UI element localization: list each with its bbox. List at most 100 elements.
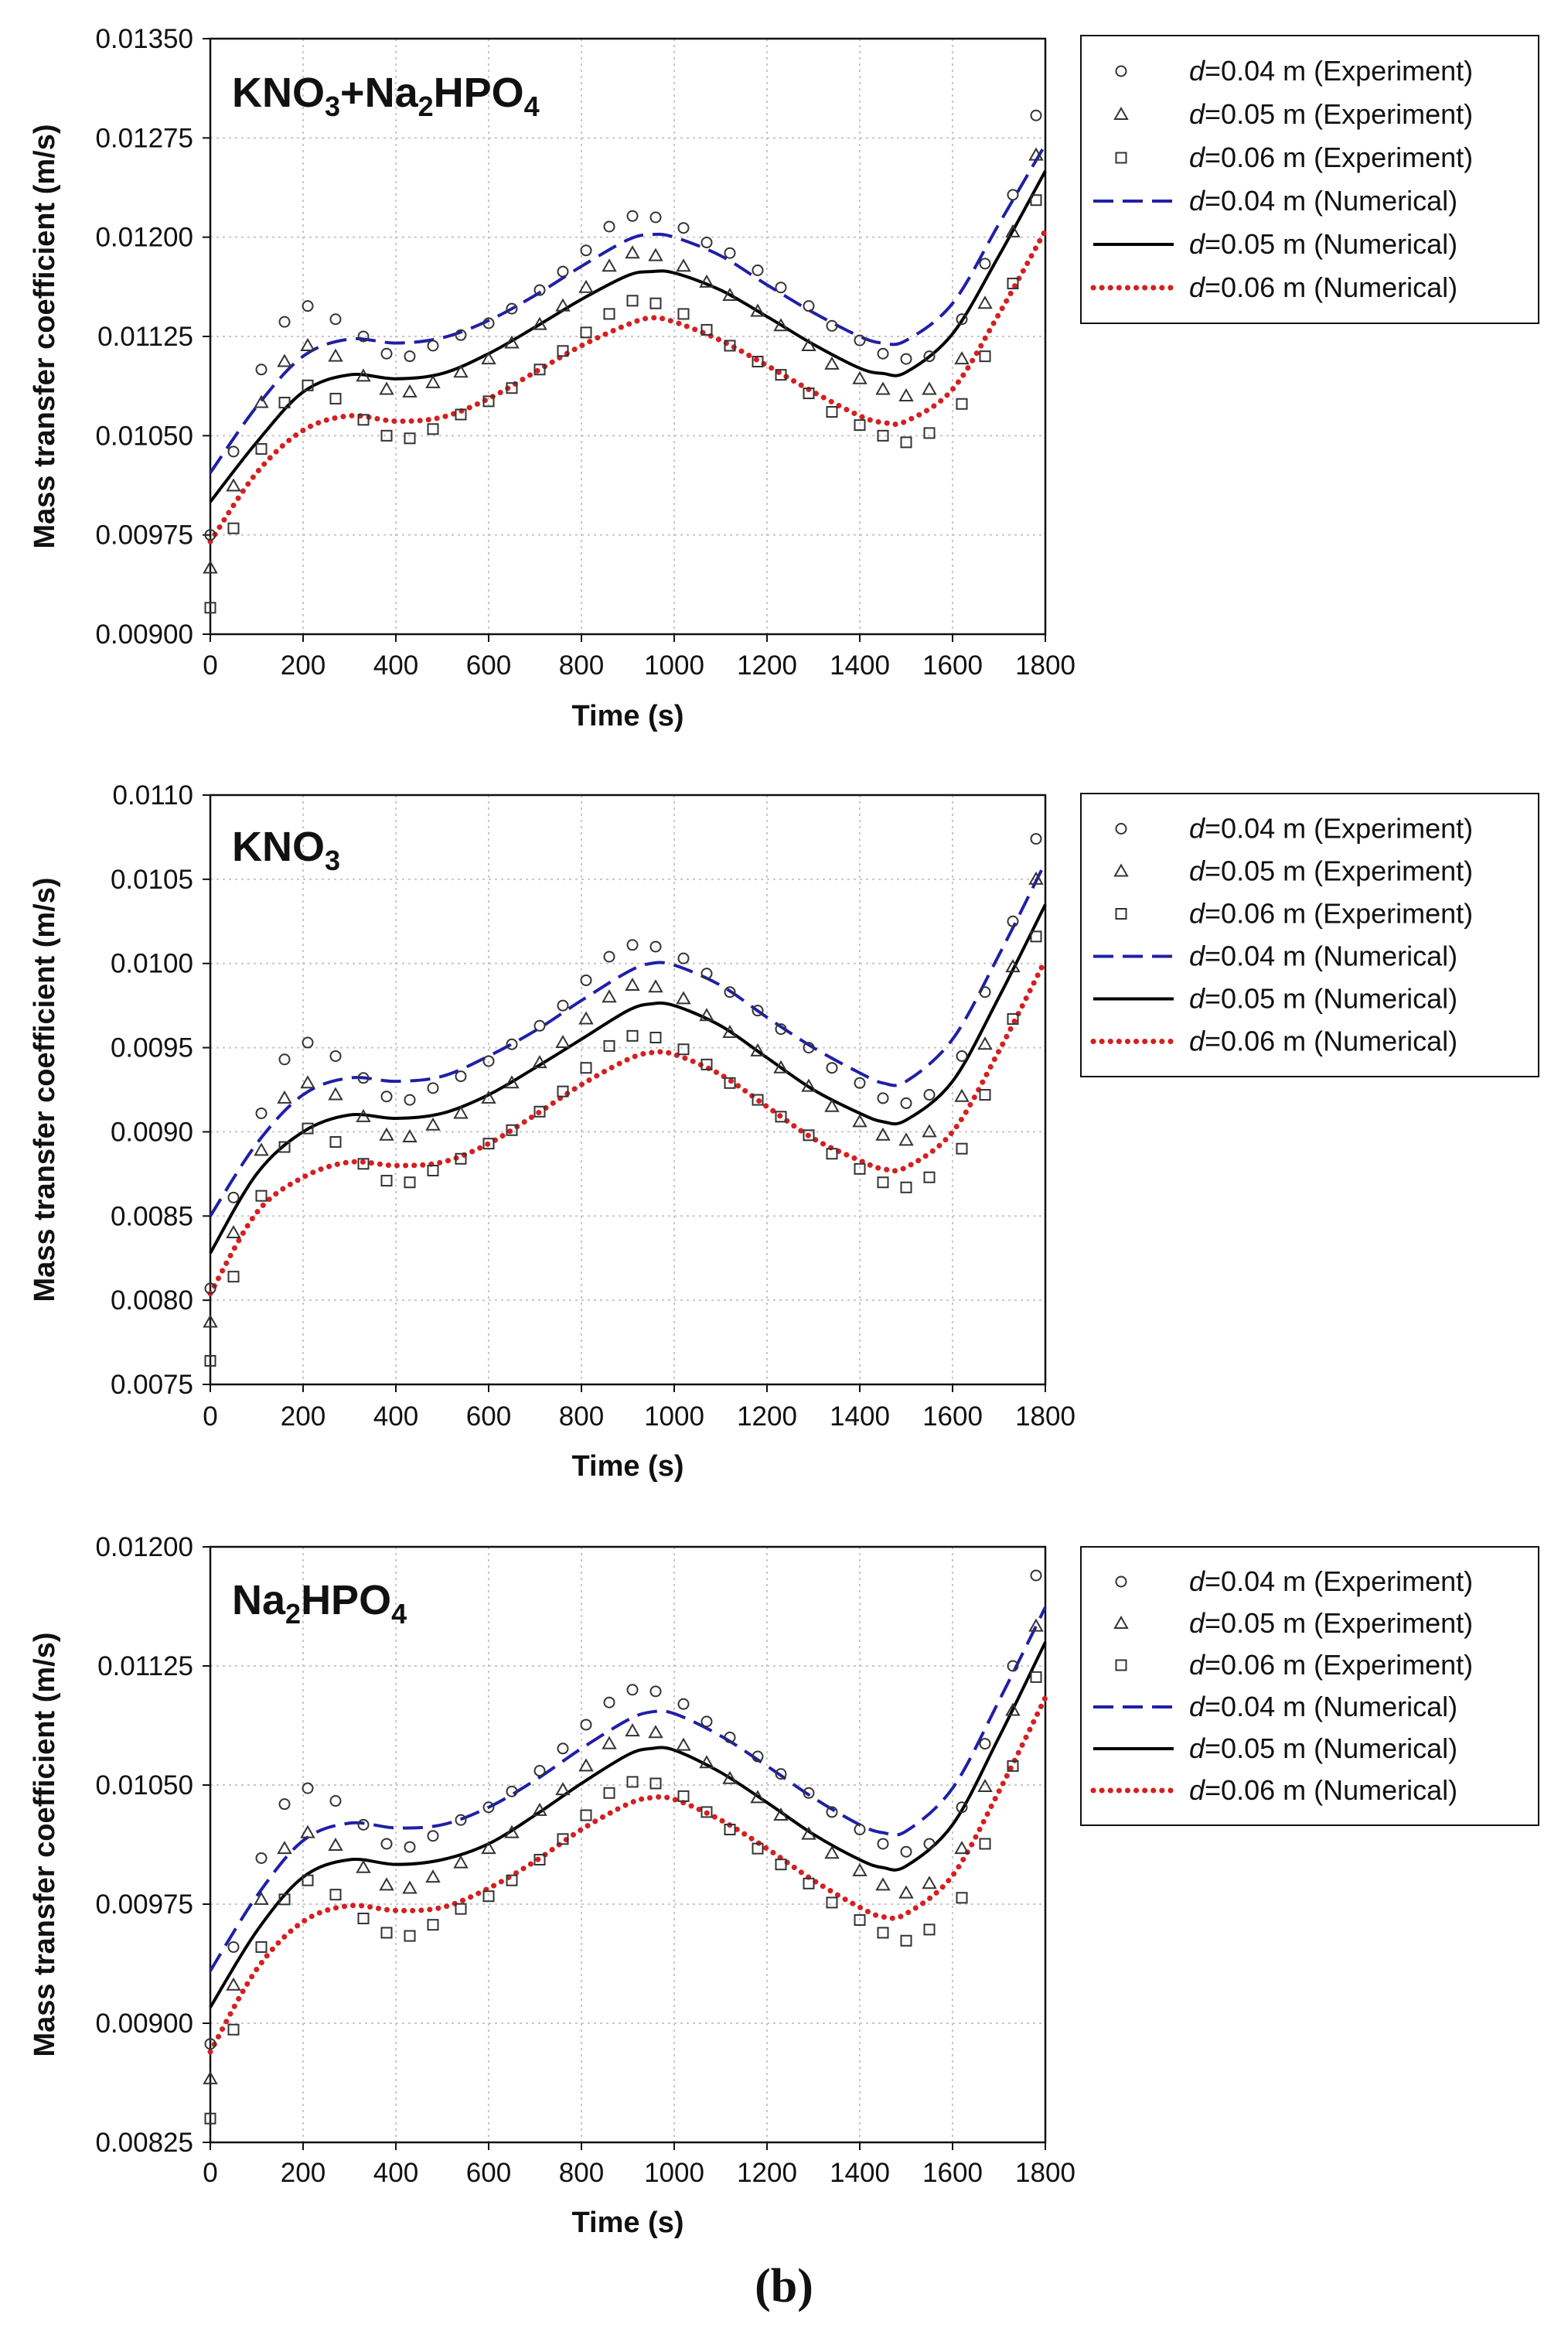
data-point-square	[923, 1171, 936, 1183]
numerical-series	[207, 862, 1048, 1296]
data-point-circle	[803, 1042, 815, 1054]
data-point-triangle	[402, 1880, 418, 1894]
data-point-circle	[404, 350, 416, 363]
x-tick-label: 1800	[1015, 650, 1075, 681]
data-point-triangle	[602, 989, 617, 1003]
legend-text-body: =0.06 m (Numerical)	[1205, 271, 1457, 303]
panel-title: Na2HPO4	[232, 1577, 407, 1630]
data-point-square	[724, 340, 736, 352]
legend-symbol: d	[1189, 228, 1205, 260]
data-point-triangle	[1028, 1618, 1044, 1632]
data-point-triangle	[425, 1869, 441, 1883]
data-point-circle	[677, 952, 690, 964]
legend-text-body: =0.04 m (Numerical)	[1205, 185, 1457, 217]
legend-item: d=0.04 m (Experiment)	[1115, 1565, 1473, 1597]
legend-label: d=0.06 m (Numerical)	[1189, 1026, 1457, 1057]
legend-text-body: =0.04 m (Numerical)	[1205, 1691, 1457, 1722]
data-point-circle	[877, 1838, 889, 1850]
data-point-triangle	[750, 1043, 765, 1056]
data-point-circle	[956, 1801, 968, 1814]
data-point-triangle	[676, 258, 691, 272]
y-tick-label: 0.01050	[95, 1770, 193, 1801]
data-point-circle	[380, 347, 393, 360]
data-point-triangle	[254, 1891, 269, 1905]
data-point-triangle	[648, 247, 663, 261]
data-point-square	[455, 1152, 467, 1165]
x-tick-label: 400	[373, 650, 418, 681]
legend-symbol: d	[1189, 940, 1205, 972]
data-point-triangle	[1028, 147, 1044, 161]
experiment-series	[203, 833, 1044, 1367]
data-point-square	[826, 1148, 838, 1160]
data-point-square	[700, 1058, 713, 1070]
legend-label: d=0.06 m (Experiment)	[1189, 898, 1473, 930]
y-tick-label: 0.00900	[95, 2009, 193, 2039]
data-point-triangle	[555, 1782, 571, 1796]
data-point-square	[603, 1787, 615, 1799]
data-point-triangle	[425, 1117, 441, 1131]
data-point-circle	[752, 1750, 764, 1763]
x-tick-label: 200	[281, 650, 326, 681]
data-point-circle	[700, 237, 713, 249]
data-point-circle	[204, 529, 216, 541]
x-tick-label: 200	[281, 2158, 326, 2188]
data-point-circle	[427, 1082, 439, 1094]
data-point-triangle	[977, 1779, 993, 1793]
legend-text-body: =0.06 m (Numerical)	[1205, 1774, 1457, 1806]
data-point-triangle	[532, 1802, 547, 1816]
data-point-circle	[329, 1050, 342, 1062]
legend-symbol: d	[1189, 898, 1205, 930]
x-tick-label: 1600	[922, 1401, 983, 1432]
data-point-circle	[329, 1795, 342, 1807]
legend-label: d=0.05 m (Numerical)	[1189, 983, 1457, 1015]
data-point-square	[900, 436, 912, 449]
data-point-circle	[752, 1005, 764, 1017]
data-point-triangle	[481, 1841, 496, 1855]
series-line-dash	[209, 862, 1047, 1217]
data-point-circle	[979, 1738, 991, 1750]
data-point-circle	[1030, 833, 1042, 845]
legend-marker-square	[1115, 152, 1127, 164]
x-tick-label: 1000	[644, 1401, 704, 1432]
legend-item: d=0.06 m (Experiment)	[1115, 142, 1473, 173]
legend-item: d=0.05 m (Numerical)	[1093, 1732, 1457, 1764]
data-point-circle	[752, 264, 764, 276]
x-tick-label: 1200	[737, 650, 797, 681]
data-point-square	[455, 408, 467, 421]
data-point-triangle	[824, 1845, 840, 1859]
legend-symbol: d	[1189, 55, 1205, 87]
data-point-circle	[677, 222, 690, 234]
data-point-square	[357, 414, 370, 426]
data-point-square	[724, 1823, 736, 1835]
legend-box	[1080, 1546, 1539, 1826]
data-point-triangle	[722, 1024, 738, 1038]
title-text: KNO	[232, 70, 325, 116]
legend-label: d=0.06 m (Numerical)	[1189, 1774, 1457, 1806]
data-point-triangle	[750, 303, 765, 317]
legend-item: d=0.04 m (Numerical)	[1093, 940, 1457, 972]
data-point-square	[803, 1877, 815, 1889]
data-point-square	[506, 382, 518, 394]
data-point-triangle	[824, 1098, 840, 1112]
data-point-square	[506, 1124, 518, 1136]
data-point-square	[380, 1927, 393, 1939]
legend-item: d=0.06 m (Numerical)	[1090, 1026, 1457, 1057]
y-tick-label: 0.0100	[111, 949, 193, 979]
legend-text-body: =0.05 m (Experiment)	[1205, 98, 1473, 130]
axis-ticks: 0 200 400 600 800 1000 1200 1400 1600 1800 0.00900…	[95, 24, 1075, 681]
x-tick-label: 1800	[1015, 1401, 1075, 1432]
data-point-circle	[877, 1092, 889, 1104]
data-point-triangle	[203, 1314, 218, 1328]
data-point-square	[1030, 930, 1042, 943]
legend-item: d=0.05 m (Numerical)	[1093, 983, 1457, 1015]
data-point-circle	[923, 1838, 936, 1850]
y-axis-title: Mass transfer coefficient (m/s)	[29, 877, 61, 1302]
x-tick-label: 400	[373, 1401, 418, 1432]
data-point-square	[877, 429, 889, 442]
data-point-circle	[357, 330, 370, 343]
data-point-square	[255, 1190, 268, 1202]
data-point-square	[603, 1039, 615, 1052]
data-point-circle	[854, 1823, 866, 1835]
x-tick-label: 1000	[644, 2158, 704, 2188]
